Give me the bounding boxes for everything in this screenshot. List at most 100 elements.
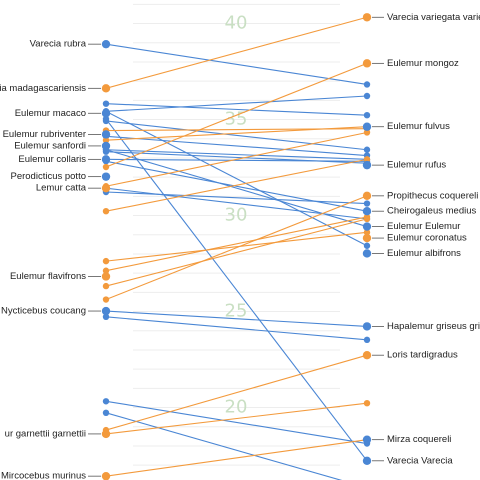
series-points xyxy=(101,13,372,480)
right-label-point xyxy=(362,191,372,201)
right-point xyxy=(363,112,371,119)
left-label-point xyxy=(101,155,111,164)
right-point xyxy=(363,215,371,223)
left-label: Lemur catta xyxy=(36,183,87,194)
slope-line xyxy=(105,439,368,477)
left-label-point xyxy=(101,429,111,439)
right-point xyxy=(363,400,371,407)
slope-line xyxy=(105,158,368,162)
left-label-point xyxy=(101,39,111,49)
slope-line xyxy=(105,120,368,151)
left-label-point xyxy=(101,84,111,93)
slope-line xyxy=(105,110,368,247)
y-tick-label: 25 xyxy=(225,301,248,322)
right-label: Hapalemur griseus grise xyxy=(387,321,480,332)
right-label-point xyxy=(362,249,372,258)
left-label-point xyxy=(101,109,111,118)
left-point xyxy=(102,267,110,274)
y-tick-label: 30 xyxy=(225,205,248,226)
left-label-point xyxy=(101,272,111,281)
y-tick-label: 35 xyxy=(225,109,248,130)
right-label: Mirza coquereli xyxy=(387,434,451,445)
right-label-point xyxy=(362,435,372,444)
left-label: Mircocebus murinus xyxy=(1,471,86,480)
left-point xyxy=(102,282,110,290)
left-point xyxy=(102,296,110,303)
slope-line xyxy=(105,354,368,431)
slope-line xyxy=(105,126,368,141)
slope-line xyxy=(105,400,368,445)
y-tick-label: 40 xyxy=(225,13,248,34)
right-label: Propithecus coquereli xyxy=(387,190,478,201)
left-label-point xyxy=(101,471,111,480)
slope-line xyxy=(105,195,368,301)
left-label: ur garnettii garnettii xyxy=(5,428,86,439)
right-label: Cheirogaleus medius xyxy=(387,206,476,217)
right-label-point xyxy=(362,160,372,170)
left-point xyxy=(102,163,110,171)
left-label: Nycticebus coucang xyxy=(1,306,86,317)
right-point xyxy=(363,156,371,163)
slope-line xyxy=(105,216,368,272)
left-label: Eulemur sanfordi xyxy=(14,140,86,151)
category-labels: Varecia rubra nia madagascariensis Eulemur… xyxy=(0,12,480,480)
slope-line xyxy=(105,402,368,435)
right-label: Eulemur fulvus xyxy=(387,121,450,132)
slope-line xyxy=(105,310,368,327)
slope-line xyxy=(105,95,368,112)
right-point xyxy=(363,92,371,100)
slope-line xyxy=(105,160,368,212)
left-point xyxy=(102,313,110,320)
right-point xyxy=(363,200,371,207)
slope-line xyxy=(105,62,368,168)
right-point xyxy=(363,229,371,236)
left-point xyxy=(102,100,110,107)
slope-line xyxy=(105,316,368,341)
left-label: Eulemur collaris xyxy=(18,154,86,165)
right-label-point xyxy=(362,322,372,331)
right-point xyxy=(363,242,371,249)
slope-line xyxy=(105,118,368,462)
slope-line xyxy=(105,158,368,212)
right-label: Eulemur albifrons xyxy=(387,248,461,259)
left-label-point xyxy=(101,306,111,316)
left-label-point xyxy=(101,183,111,193)
right-point xyxy=(363,129,371,136)
right-label: Loris tardigradus xyxy=(387,350,458,361)
series-lines xyxy=(105,16,368,480)
left-label-point xyxy=(101,130,111,139)
right-label: Eulemur Eulemur xyxy=(387,221,460,232)
slope-line xyxy=(105,187,368,220)
right-label: Varecia Varecia xyxy=(387,455,453,466)
y-tick-label: 20 xyxy=(225,397,248,418)
right-label-point xyxy=(362,222,372,231)
left-point xyxy=(102,208,110,215)
right-label-point xyxy=(362,13,372,22)
right-label: Varecia variegata varieg xyxy=(387,12,480,23)
right-point xyxy=(363,146,371,153)
left-label-point xyxy=(101,141,111,151)
left-label: Eulemur flavifrons xyxy=(10,271,86,282)
slope-line xyxy=(105,231,368,262)
slope-line xyxy=(105,43,368,86)
right-label: Eulemur rufus xyxy=(387,160,446,171)
left-point xyxy=(102,136,110,144)
right-label-point xyxy=(362,233,372,243)
right-point xyxy=(363,336,371,344)
left-point xyxy=(102,257,110,265)
slope-line xyxy=(105,103,368,116)
slope-line xyxy=(105,135,368,157)
left-label: Eulemur macaco xyxy=(15,108,86,119)
slope-line xyxy=(105,16,368,89)
slope-line xyxy=(105,218,368,287)
left-point xyxy=(102,409,110,416)
left-label: Varecia rubra xyxy=(30,39,87,50)
right-label-point xyxy=(362,351,372,360)
slope-line xyxy=(105,131,368,187)
left-point xyxy=(102,398,110,405)
left-label-point xyxy=(101,172,111,181)
right-label-point xyxy=(362,59,372,68)
left-label: Eulemur rubriventer xyxy=(3,129,86,140)
right-label-point xyxy=(362,207,372,216)
